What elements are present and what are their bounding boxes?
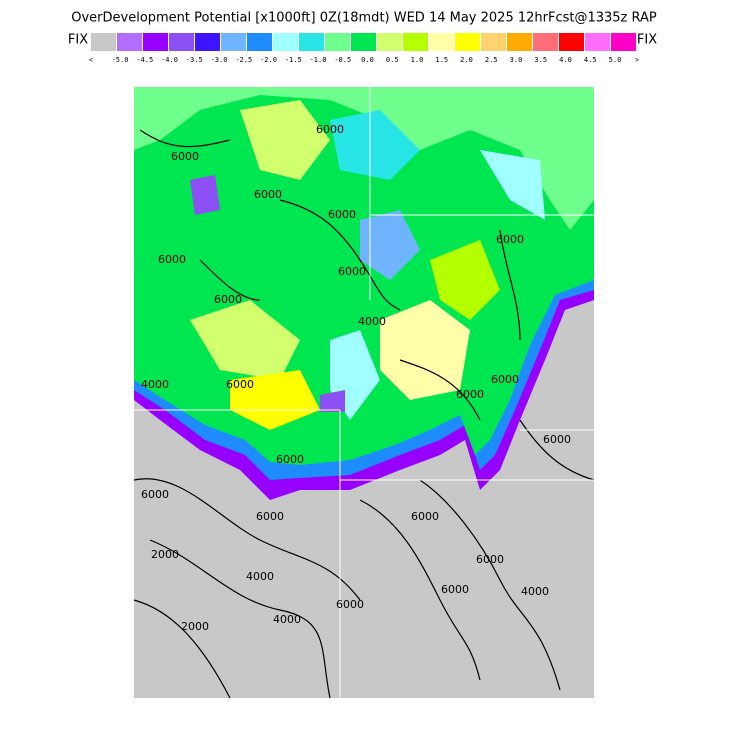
colorbar-label: -3.0 — [211, 56, 228, 64]
colorbar-label: -0.5 — [334, 56, 351, 64]
contour-label: 6000 — [256, 510, 284, 523]
colorbar-swatch — [377, 33, 402, 51]
colorbar-label: 4.0 — [559, 56, 572, 64]
contour-label: 4000 — [273, 613, 301, 626]
colorbar-swatch — [429, 33, 454, 51]
colorbar-label: 2.0 — [460, 56, 473, 64]
contour-label: 4000 — [521, 585, 549, 598]
contour-label: 6000 — [158, 253, 186, 266]
contour-label: 6000 — [316, 123, 344, 136]
colorbar-swatch — [273, 33, 298, 51]
contour-labels: 6000 6000 6000 6000 6000 6000 4000 6000 … — [141, 123, 571, 633]
colorbar-swatch — [611, 33, 636, 51]
colorbar-label: -1.0 — [310, 56, 327, 64]
colorbar-label: 0.5 — [386, 56, 399, 64]
colorbar-label: 2.5 — [485, 56, 498, 64]
colorbar-swatch — [247, 33, 272, 51]
colorbar: -5.0 -4.5 -4.0 -3.5 -3.0 -2.5 -2.0 -1.5 -1.0 -0.5… — [91, 33, 636, 64]
colorbar-label: -4.5 — [136, 56, 153, 64]
colorbar-label: 1.5 — [435, 56, 448, 64]
contour-label: 4000 — [246, 570, 274, 583]
colorbar-label: -5.0 — [112, 56, 129, 64]
map — [133, 87, 595, 699]
fix-right: FIX — [637, 33, 657, 48]
contour-label: 6000 — [476, 553, 504, 566]
colorbar-swatch — [169, 33, 194, 51]
contour-label: 6000 — [338, 265, 366, 278]
colorbar-swatch — [143, 33, 168, 51]
contour-label: 6000 — [543, 433, 571, 446]
colorbar-swatch — [195, 33, 220, 51]
colorbar-label: 3.0 — [510, 56, 523, 64]
contour-label: 6000 — [276, 453, 304, 466]
contour-label: 6000 — [254, 188, 282, 201]
colorbar-swatch — [585, 33, 610, 51]
colorbar-swatch — [117, 33, 142, 51]
contour-label: 6000 — [141, 488, 169, 501]
colorbar-label: 4.5 — [584, 56, 597, 64]
contour-label: 6000 — [496, 233, 524, 246]
contour-label: 6000 — [226, 378, 254, 391]
contour-label: 6000 — [328, 208, 356, 221]
contour-label: 6000 — [411, 510, 439, 523]
contour-label: 4000 — [358, 315, 386, 328]
colorbar-swatch — [507, 33, 532, 51]
colorbar-swatch — [221, 33, 246, 51]
contour-label: 6000 — [214, 293, 242, 306]
colorbar-swatch — [91, 33, 116, 51]
contour-label: 6000 — [491, 373, 519, 386]
contour-label: 6000 — [336, 598, 364, 611]
colorbar-swatch — [351, 33, 376, 51]
colorbar-label: -1.5 — [285, 56, 302, 64]
colorbar-swatch — [533, 33, 558, 51]
colorbar-swatch — [559, 33, 584, 51]
colorbar-label: -2.0 — [260, 56, 277, 64]
contour-label: 6000 — [441, 583, 469, 596]
colorbar-label: -3.5 — [186, 56, 203, 64]
colorbar-swatch — [325, 33, 350, 51]
contour-label: 2000 — [151, 548, 179, 561]
contour-label: 2000 — [181, 620, 209, 633]
fix-left: FIX — [68, 33, 88, 48]
colorbar-swatch — [455, 33, 480, 51]
colorbar-label: 5.0 — [609, 56, 622, 64]
colorbar-swatch — [403, 33, 428, 51]
colorbar-swatch — [299, 33, 324, 51]
colorbar-label: 1.0 — [411, 56, 424, 64]
colorbar-label: -2.5 — [235, 56, 252, 64]
colorbar-label: 0.0 — [361, 56, 374, 64]
colorbar-swatch — [481, 33, 506, 51]
contour-label: 6000 — [456, 388, 484, 401]
colorbar-high: > — [635, 56, 639, 64]
colorbar-low: < — [89, 56, 93, 64]
title: OverDevelopment Potential [x1000ft] 0Z(1… — [71, 11, 657, 26]
colorbar-label: -4.0 — [161, 56, 178, 64]
contour-label: 6000 — [171, 150, 199, 163]
colorbar-label: 3.5 — [534, 56, 547, 64]
contour-label: 4000 — [141, 378, 169, 391]
